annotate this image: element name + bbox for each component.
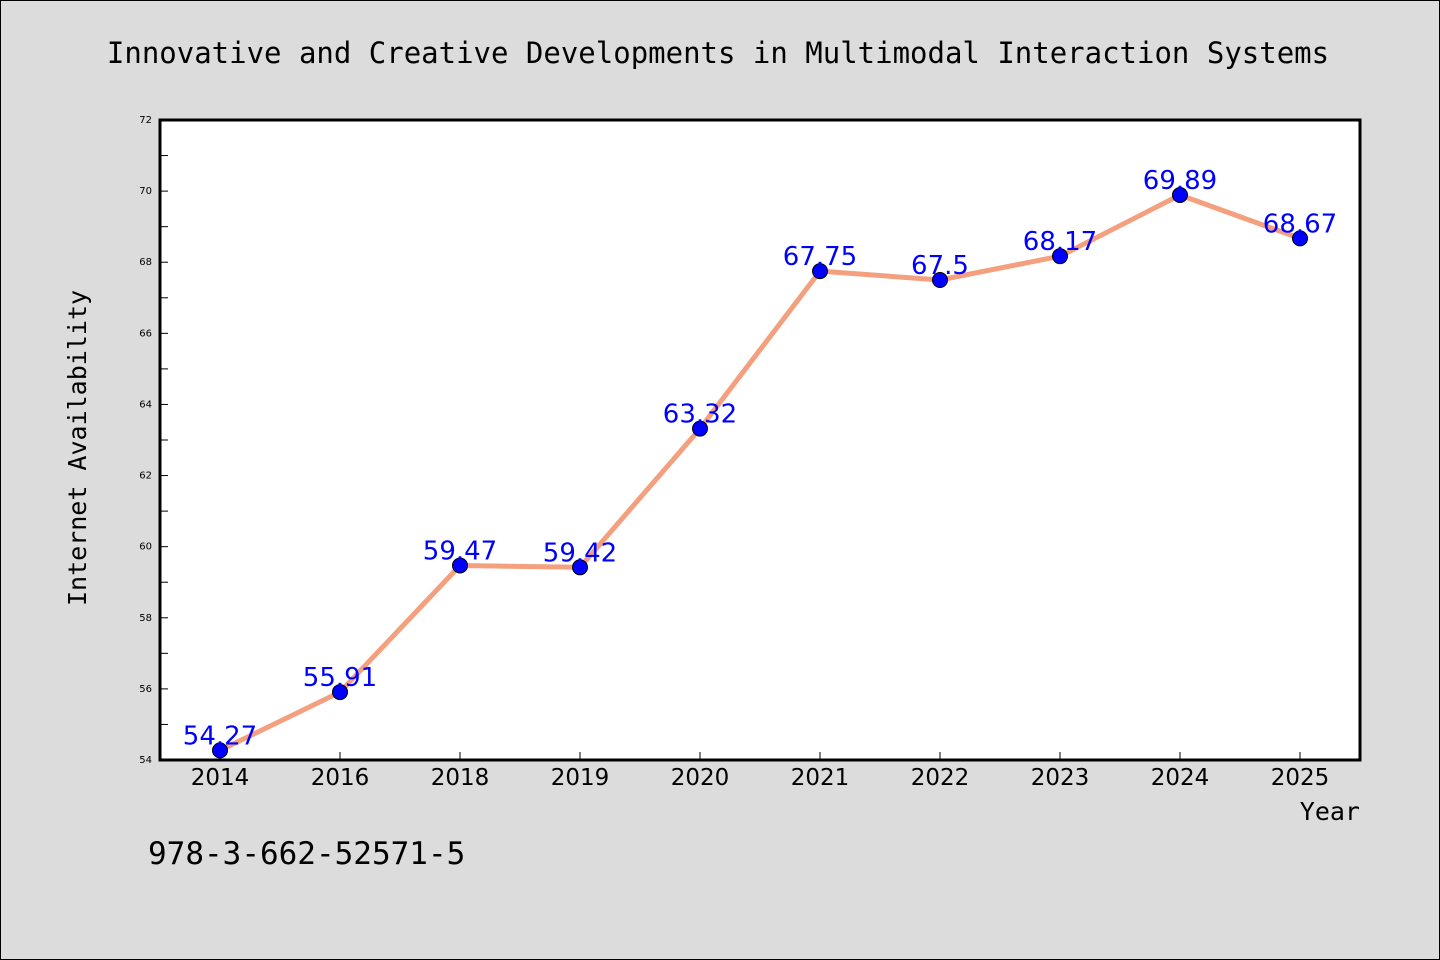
y-tick-label: 58 bbox=[139, 613, 152, 624]
chart-title: Innovative and Creative Developments in … bbox=[107, 36, 1329, 70]
x-tick-label: 2020 bbox=[671, 765, 730, 791]
data-point-2021 bbox=[812, 263, 828, 280]
series-line-group bbox=[217, 192, 1303, 753]
data-label-2025: 68.67 bbox=[1263, 209, 1337, 239]
data-label-2022: 67.5 bbox=[911, 251, 969, 281]
data-point-2025 bbox=[1292, 230, 1308, 247]
data-label-2024: 69.89 bbox=[1143, 166, 1217, 196]
y-tick-label: 60 bbox=[139, 542, 152, 553]
data-label-2018: 59.47 bbox=[423, 537, 497, 567]
x-axis-label: Year bbox=[1300, 797, 1360, 826]
y-tick-label: 68 bbox=[139, 257, 152, 268]
data-point-2019 bbox=[572, 559, 588, 576]
data-label-2014: 54.27 bbox=[183, 721, 257, 751]
series-line bbox=[217, 192, 1303, 753]
data-label-2023: 68.17 bbox=[1023, 227, 1097, 257]
y-axis-label: Internet Availability bbox=[63, 290, 92, 606]
data-label-2016: 55.91 bbox=[303, 663, 377, 693]
data-point-2024 bbox=[1172, 187, 1188, 204]
data-label-2019: 59.42 bbox=[543, 538, 617, 568]
x-tick-label: 2025 bbox=[1271, 765, 1330, 791]
footer-isbn: 978-3-662-52571-5 bbox=[148, 836, 465, 872]
y-tick-label: 66 bbox=[139, 328, 152, 339]
x-tick-label: 2022 bbox=[911, 765, 970, 791]
x-tick-label: 2016 bbox=[311, 765, 370, 791]
y-tick-label: 62 bbox=[139, 471, 152, 482]
y-tick-label: 70 bbox=[139, 186, 152, 197]
plot-area bbox=[158, 118, 1362, 762]
x-tick-label: 2024 bbox=[1151, 765, 1210, 791]
data-point-2020 bbox=[692, 420, 708, 437]
data-label-2020: 63.32 bbox=[663, 400, 737, 430]
y-tick-label: 56 bbox=[139, 684, 152, 695]
data-label-2021: 67.75 bbox=[783, 242, 857, 272]
data-point-2016 bbox=[332, 684, 348, 701]
data-point-2022 bbox=[932, 272, 948, 288]
y-axis: 54 56 58 60 62 64 66 68 70 72 bbox=[139, 115, 168, 766]
y-tick-label: 54 bbox=[139, 755, 152, 766]
x-tick-label: 2018 bbox=[431, 765, 490, 791]
x-tick-label: 2023 bbox=[1031, 765, 1090, 791]
x-tick-label: 2014 bbox=[191, 765, 250, 791]
x-tick-label: 2019 bbox=[551, 765, 610, 791]
y-tick-label: 64 bbox=[139, 399, 152, 410]
data-point-2014 bbox=[212, 742, 228, 759]
data-point-2018 bbox=[452, 557, 468, 574]
series-markers bbox=[212, 187, 1308, 759]
data-point-2023 bbox=[1052, 248, 1068, 265]
x-axis: 2014 2016 2018 2019 2020 2021 2022 2023 2024 2025 bbox=[191, 752, 1330, 791]
x-tick-label: 2021 bbox=[791, 765, 850, 791]
y-tick-label: 72 bbox=[139, 115, 152, 126]
data-labels: 54.27 55.91 59.47 59.42 63.32 67.75 67.5 68.17 6… bbox=[183, 166, 1337, 751]
